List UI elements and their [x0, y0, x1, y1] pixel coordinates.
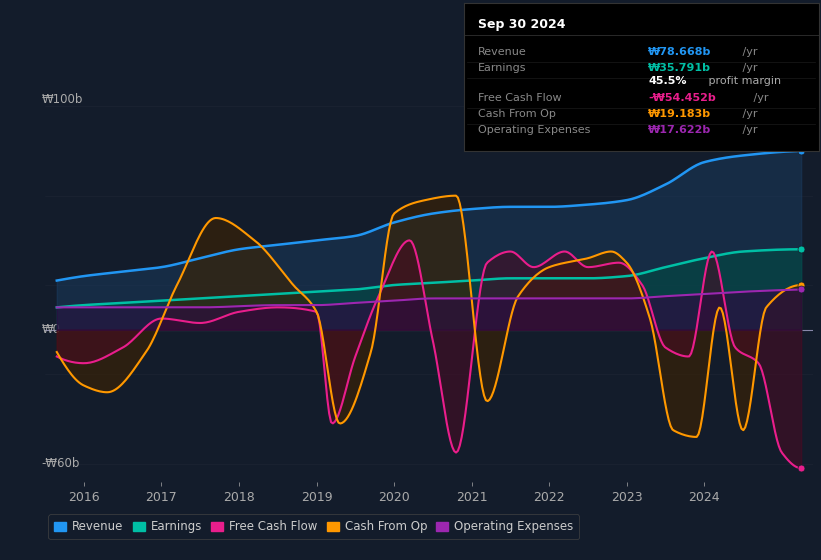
Text: ₩0: ₩0 [41, 323, 60, 336]
Text: profit margin: profit margin [705, 77, 781, 86]
Text: Cash From Op: Cash From Op [478, 109, 556, 119]
Text: -₩60b: -₩60b [41, 457, 80, 470]
Text: Revenue: Revenue [478, 47, 527, 57]
Text: ₩100b: ₩100b [41, 94, 83, 106]
Text: 45.5%: 45.5% [649, 77, 687, 86]
Text: Free Cash Flow: Free Cash Flow [478, 93, 562, 103]
Text: Sep 30 2024: Sep 30 2024 [478, 17, 566, 31]
Text: ₩35.791b: ₩35.791b [649, 63, 711, 73]
Text: /yr: /yr [739, 47, 758, 57]
Text: ₩17.622b: ₩17.622b [649, 125, 712, 136]
Text: Earnings: Earnings [478, 63, 526, 73]
Text: ₩19.183b: ₩19.183b [649, 109, 712, 119]
Text: Operating Expenses: Operating Expenses [478, 125, 590, 136]
Text: -₩54.452b: -₩54.452b [649, 93, 716, 103]
Legend: Revenue, Earnings, Free Cash Flow, Cash From Op, Operating Expenses: Revenue, Earnings, Free Cash Flow, Cash … [48, 514, 580, 539]
Text: ₩78.668b: ₩78.668b [649, 47, 712, 57]
Text: /yr: /yr [739, 125, 758, 136]
Text: /yr: /yr [739, 63, 758, 73]
Text: /yr: /yr [739, 109, 758, 119]
Text: /yr: /yr [750, 93, 769, 103]
